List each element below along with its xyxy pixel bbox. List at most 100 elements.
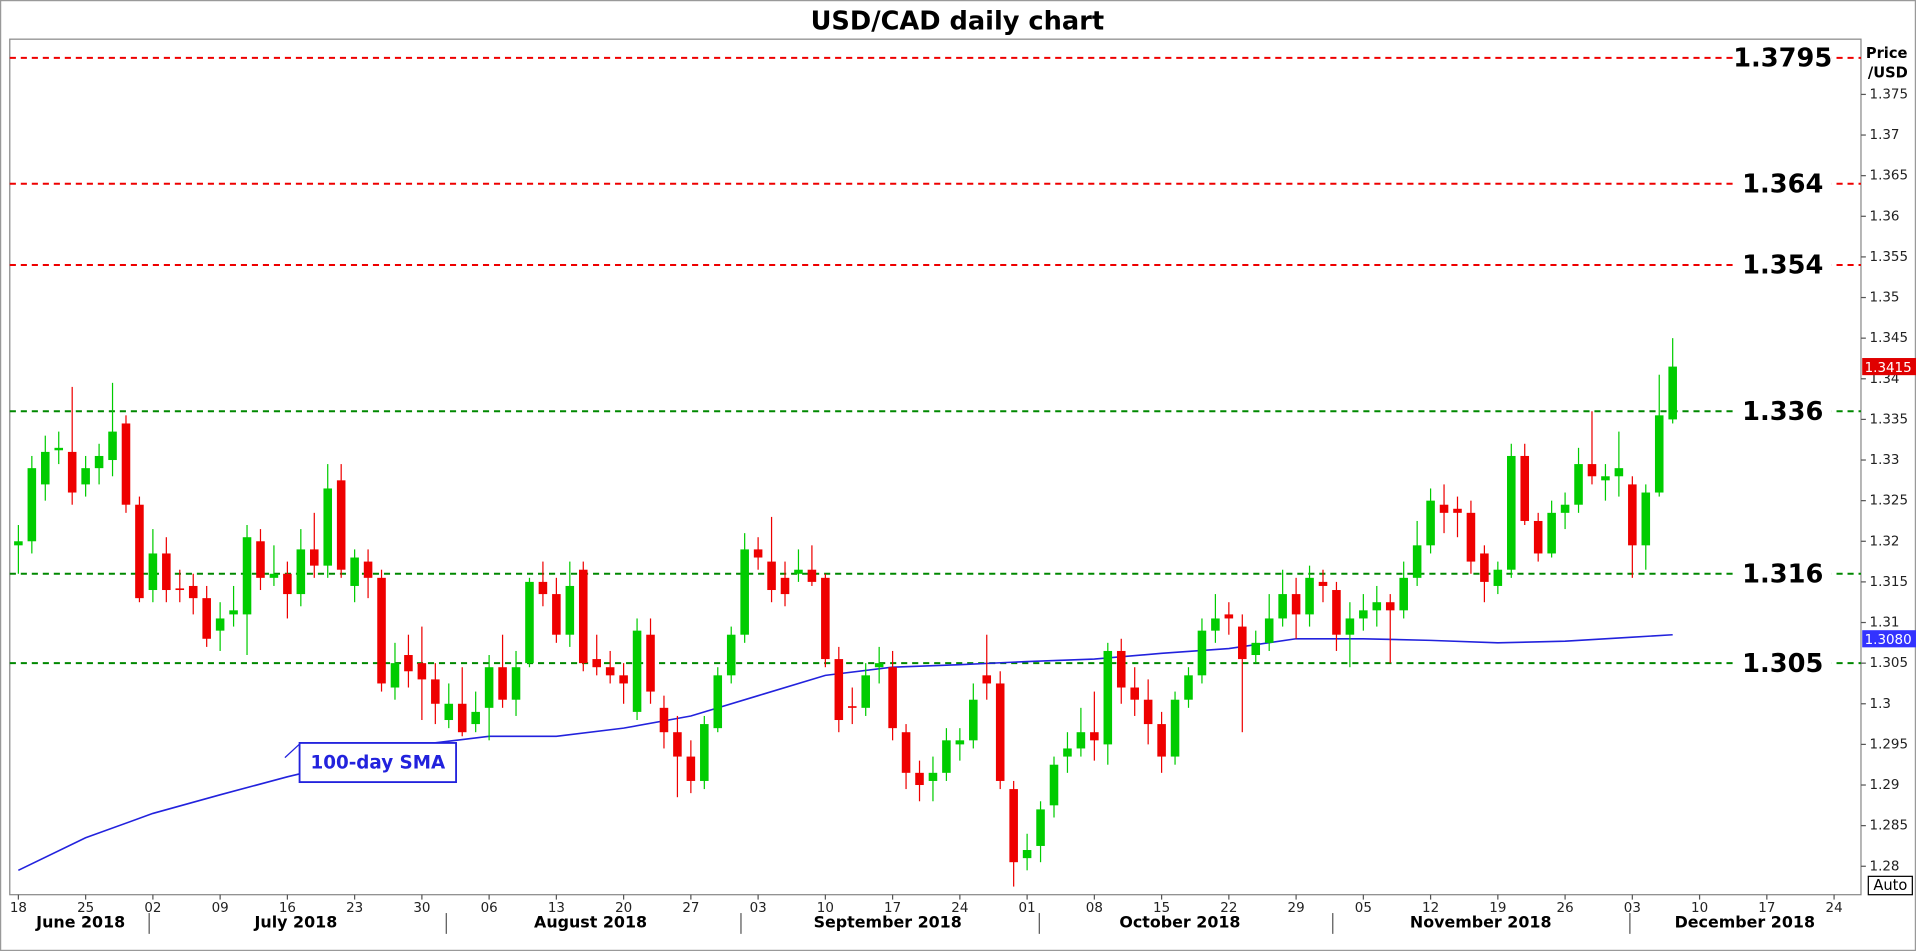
plot-area — [9, 38, 1862, 896]
candle-body — [955, 740, 965, 745]
candle-body — [417, 663, 427, 680]
month-label: December 2018 — [1675, 912, 1815, 931]
candle-body — [1157, 724, 1166, 757]
candle-body — [525, 581, 534, 664]
candle-body — [807, 569, 817, 582]
candle-body — [350, 557, 359, 586]
candle-body — [726, 634, 736, 676]
candle-body — [81, 468, 90, 485]
candle-body — [1574, 464, 1583, 505]
level-label: 1.316 — [1742, 559, 1823, 589]
candle-body — [242, 537, 252, 615]
candle-body — [861, 675, 870, 708]
candle-body — [41, 451, 50, 485]
auto-button[interactable] — [1867, 875, 1913, 896]
y-tick-label: 1.295 — [1870, 737, 1908, 752]
candle-body — [1251, 642, 1261, 656]
x-tick-label: 03 — [1624, 901, 1641, 916]
candle-body — [1049, 764, 1059, 806]
candle-body — [995, 683, 1005, 781]
candle-body — [1385, 602, 1395, 611]
month-label: June 2018 — [35, 912, 125, 931]
candle-body — [121, 423, 131, 505]
candle-body — [646, 634, 655, 692]
level-label-bg — [1733, 648, 1832, 678]
month-label: August 2018 — [534, 912, 647, 931]
month-label: July 2018 — [254, 912, 338, 931]
candle-body — [1103, 650, 1113, 745]
x-tick-label: 17 — [1758, 901, 1775, 916]
y-tick-label: 1.33 — [1870, 453, 1900, 468]
candle-body — [928, 772, 938, 781]
candle-body — [188, 585, 198, 599]
candle-body — [1560, 504, 1570, 513]
level-label-bg — [1733, 43, 1832, 73]
x-tick-label: 22 — [1220, 901, 1237, 916]
auto-button-label[interactable]: Auto — [1873, 877, 1907, 894]
x-tick-label: 18 — [10, 901, 27, 916]
candle-body — [444, 703, 454, 721]
candle-body — [794, 569, 803, 574]
price-tag-label: 1.3080 — [1865, 633, 1912, 648]
candle-body — [108, 431, 117, 461]
candle-body — [1197, 630, 1207, 676]
candle-body — [1063, 748, 1072, 757]
x-tick-label: 10 — [1691, 901, 1708, 916]
candle-body — [1278, 594, 1287, 619]
candle-body — [901, 732, 911, 773]
candle-body — [67, 451, 77, 493]
candle-body — [363, 561, 373, 578]
y-tick-label: 1.365 — [1870, 169, 1908, 184]
candle-body — [484, 667, 494, 708]
candle-body — [498, 667, 507, 700]
candle-body — [686, 756, 696, 781]
y-tick-label: 1.31 — [1870, 616, 1900, 631]
level-label: 1.336 — [1742, 397, 1823, 427]
candle-body — [336, 480, 346, 570]
level-label-bg — [1733, 396, 1832, 426]
candle-body — [175, 588, 185, 591]
candle-body — [1345, 618, 1355, 635]
candle-body — [457, 703, 467, 733]
y-tick-label: 1.375 — [1870, 87, 1908, 102]
level-label-bg — [1733, 250, 1832, 280]
x-tick-label: 01 — [1019, 901, 1036, 916]
y-tick-label: 1.34 — [1870, 372, 1900, 387]
y-tick-label: 1.315 — [1870, 575, 1908, 590]
candle-body — [834, 659, 844, 721]
candle-body — [377, 577, 386, 684]
candle-body — [1466, 512, 1476, 562]
x-tick-label: 16 — [279, 901, 296, 916]
candle-body — [1587, 464, 1597, 477]
x-tick-label: 08 — [1086, 901, 1103, 916]
candle-body — [982, 675, 992, 684]
y-tick-label: 1.28 — [1870, 859, 1900, 874]
y-axis-label: Price — [1866, 45, 1908, 62]
candle-body — [296, 549, 306, 595]
candle-body — [1601, 476, 1610, 481]
x-tick-label: 15 — [1153, 901, 1170, 916]
candle-body — [1238, 626, 1247, 660]
candle-body — [1547, 512, 1556, 554]
candle-body — [632, 630, 642, 712]
candle-body — [847, 706, 857, 708]
candle-body — [1318, 581, 1328, 586]
candle-body — [283, 573, 292, 595]
candle-body — [1412, 545, 1422, 578]
candle-body — [619, 675, 628, 684]
candle-body — [162, 553, 171, 591]
candle-body — [1009, 789, 1018, 863]
candle-body — [1184, 675, 1193, 700]
y-axis-label: /USD — [1868, 64, 1908, 81]
candle-body — [1211, 618, 1220, 631]
candle-body — [256, 541, 265, 578]
month-label: October 2018 — [1119, 912, 1240, 931]
candle-body — [700, 724, 709, 781]
candle-body — [1654, 415, 1664, 493]
candle-body — [471, 711, 480, 725]
candle-body — [1332, 590, 1341, 635]
candle-body — [1507, 455, 1516, 570]
candle-body — [1130, 687, 1139, 700]
candle-body — [404, 655, 413, 672]
